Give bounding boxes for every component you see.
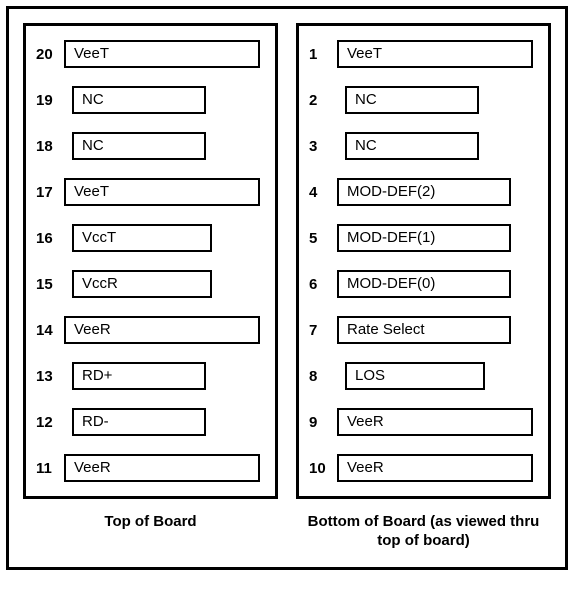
- pin-label-box: RD-: [72, 408, 206, 436]
- pin-label-box: VeeR: [337, 454, 533, 482]
- pin-number: 17: [30, 184, 64, 201]
- pin-label-box: VeeR: [337, 408, 533, 436]
- pin-row: 15 VccR: [30, 268, 271, 300]
- pin-label-box: Rate Select: [337, 316, 511, 344]
- pin-row: 20VeeT: [30, 38, 271, 70]
- pin-label-box: NC: [345, 132, 479, 160]
- pin-label-box: VeeT: [64, 40, 260, 68]
- pin-number: 5: [303, 230, 337, 247]
- pin-number: 20: [30, 46, 64, 63]
- pin-row: 3 NC: [303, 130, 544, 162]
- pin-number: 7: [303, 322, 337, 339]
- pin-number: 9: [303, 414, 337, 431]
- pin-number: 13: [30, 368, 64, 385]
- pin-number: 8: [303, 368, 337, 385]
- caption-left: Top of Board: [23, 499, 278, 557]
- pin-label-box: MOD-DEF(0): [337, 270, 511, 298]
- pin-number: 10: [303, 460, 337, 477]
- pin-row: 10VeeR: [303, 452, 544, 484]
- pin-row: 13 RD+: [30, 360, 271, 392]
- pin-row: 18 NC: [30, 130, 271, 162]
- pin-row: 9VeeR: [303, 406, 544, 438]
- pin-number: 16: [30, 230, 64, 247]
- pin-number: 19: [30, 92, 64, 109]
- pin-label-box: MOD-DEF(1): [337, 224, 511, 252]
- pin-row: 19 NC: [30, 84, 271, 116]
- pin-label-box: VccR: [72, 270, 212, 298]
- pin-number: 2: [303, 92, 337, 109]
- pin-row: 7Rate Select: [303, 314, 544, 346]
- captions-row: Top of Board Bottom of Board (as viewed …: [9, 499, 565, 567]
- pin-label-box: LOS: [345, 362, 485, 390]
- pin-row: 8 LOS: [303, 360, 544, 392]
- pin-number: 15: [30, 276, 64, 293]
- pin-label-box: VccT: [72, 224, 212, 252]
- pin-number: 3: [303, 138, 337, 155]
- pin-label-box: NC: [72, 86, 206, 114]
- pin-row: 5MOD-DEF(1): [303, 222, 544, 254]
- pin-row: 4MOD-DEF(2): [303, 176, 544, 208]
- pin-label-box: RD+: [72, 362, 206, 390]
- pin-row: 2 NC: [303, 84, 544, 116]
- pin-number: 6: [303, 276, 337, 293]
- pin-number: 1: [303, 46, 337, 63]
- pin-label-box: VeeR: [64, 316, 260, 344]
- pin-row: 12 RD-: [30, 406, 271, 438]
- pin-number: 12: [30, 414, 64, 431]
- pin-number: 18: [30, 138, 64, 155]
- pin-label-box: VeeR: [64, 454, 260, 482]
- pin-row: 14VeeR: [30, 314, 271, 346]
- pin-label-box: VeeT: [64, 178, 260, 206]
- bottom-of-board-panel: 1VeeT2NC3NC4MOD-DEF(2)5MOD-DEF(1)6MOD-DE…: [296, 23, 551, 499]
- pin-row: 17VeeT: [30, 176, 271, 208]
- pin-row: 16 VccT: [30, 222, 271, 254]
- pin-label-box: NC: [72, 132, 206, 160]
- pin-number: 4: [303, 184, 337, 201]
- pin-row: 6MOD-DEF(0): [303, 268, 544, 300]
- caption-right: Bottom of Board (as viewed thru top of b…: [296, 499, 551, 557]
- pin-number: 11: [30, 460, 64, 477]
- pin-label-box: NC: [345, 86, 479, 114]
- top-of-board-panel: 20VeeT19NC18NC17VeeT16VccT15VccR14VeeR13…: [23, 23, 278, 499]
- pin-row: 11VeeR: [30, 452, 271, 484]
- pin-number: 14: [30, 322, 64, 339]
- pin-row: 1VeeT: [303, 38, 544, 70]
- pin-columns: 20VeeT19NC18NC17VeeT16VccT15VccR14VeeR13…: [9, 9, 565, 499]
- board-diagram: 20VeeT19NC18NC17VeeT16VccT15VccR14VeeR13…: [6, 6, 568, 570]
- pin-label-box: VeeT: [337, 40, 533, 68]
- pin-label-box: MOD-DEF(2): [337, 178, 511, 206]
